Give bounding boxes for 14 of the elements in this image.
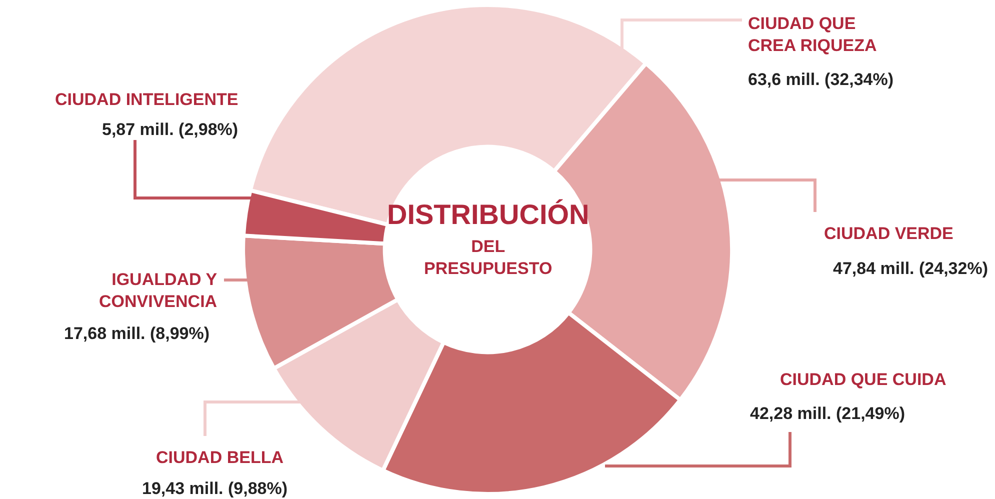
slice-label: CIUDAD QUE CUIDA xyxy=(780,370,946,389)
data-label: 19,43 mill. (9,88%) xyxy=(142,479,288,498)
text: DEL PRESUPUESTO xyxy=(424,237,552,278)
data-label: 47,84 mill. (24,32%) xyxy=(833,259,988,278)
slice-label: CIUDAD BELLA xyxy=(156,448,284,467)
slice-label: CIUDAD VERDE xyxy=(824,224,954,243)
slice-label: CIUDAD QUE CREA RIQUEZA xyxy=(748,14,877,56)
slice-label: IGUALDAD Y CONVIVENCIA xyxy=(99,270,218,312)
data-label: 5,87 mill. (2,98%) xyxy=(102,120,238,139)
text: DISTRIBUCIÓN xyxy=(387,199,590,230)
data-label: 17,68 mill. (8,99%) xyxy=(64,324,210,343)
slice-label: CIUDAD INTELIGENTE xyxy=(55,90,238,109)
data-label: 42,28 mill. (21,49%) xyxy=(750,404,905,423)
data-label: 63,6 mill. (32,34%) xyxy=(748,70,894,89)
